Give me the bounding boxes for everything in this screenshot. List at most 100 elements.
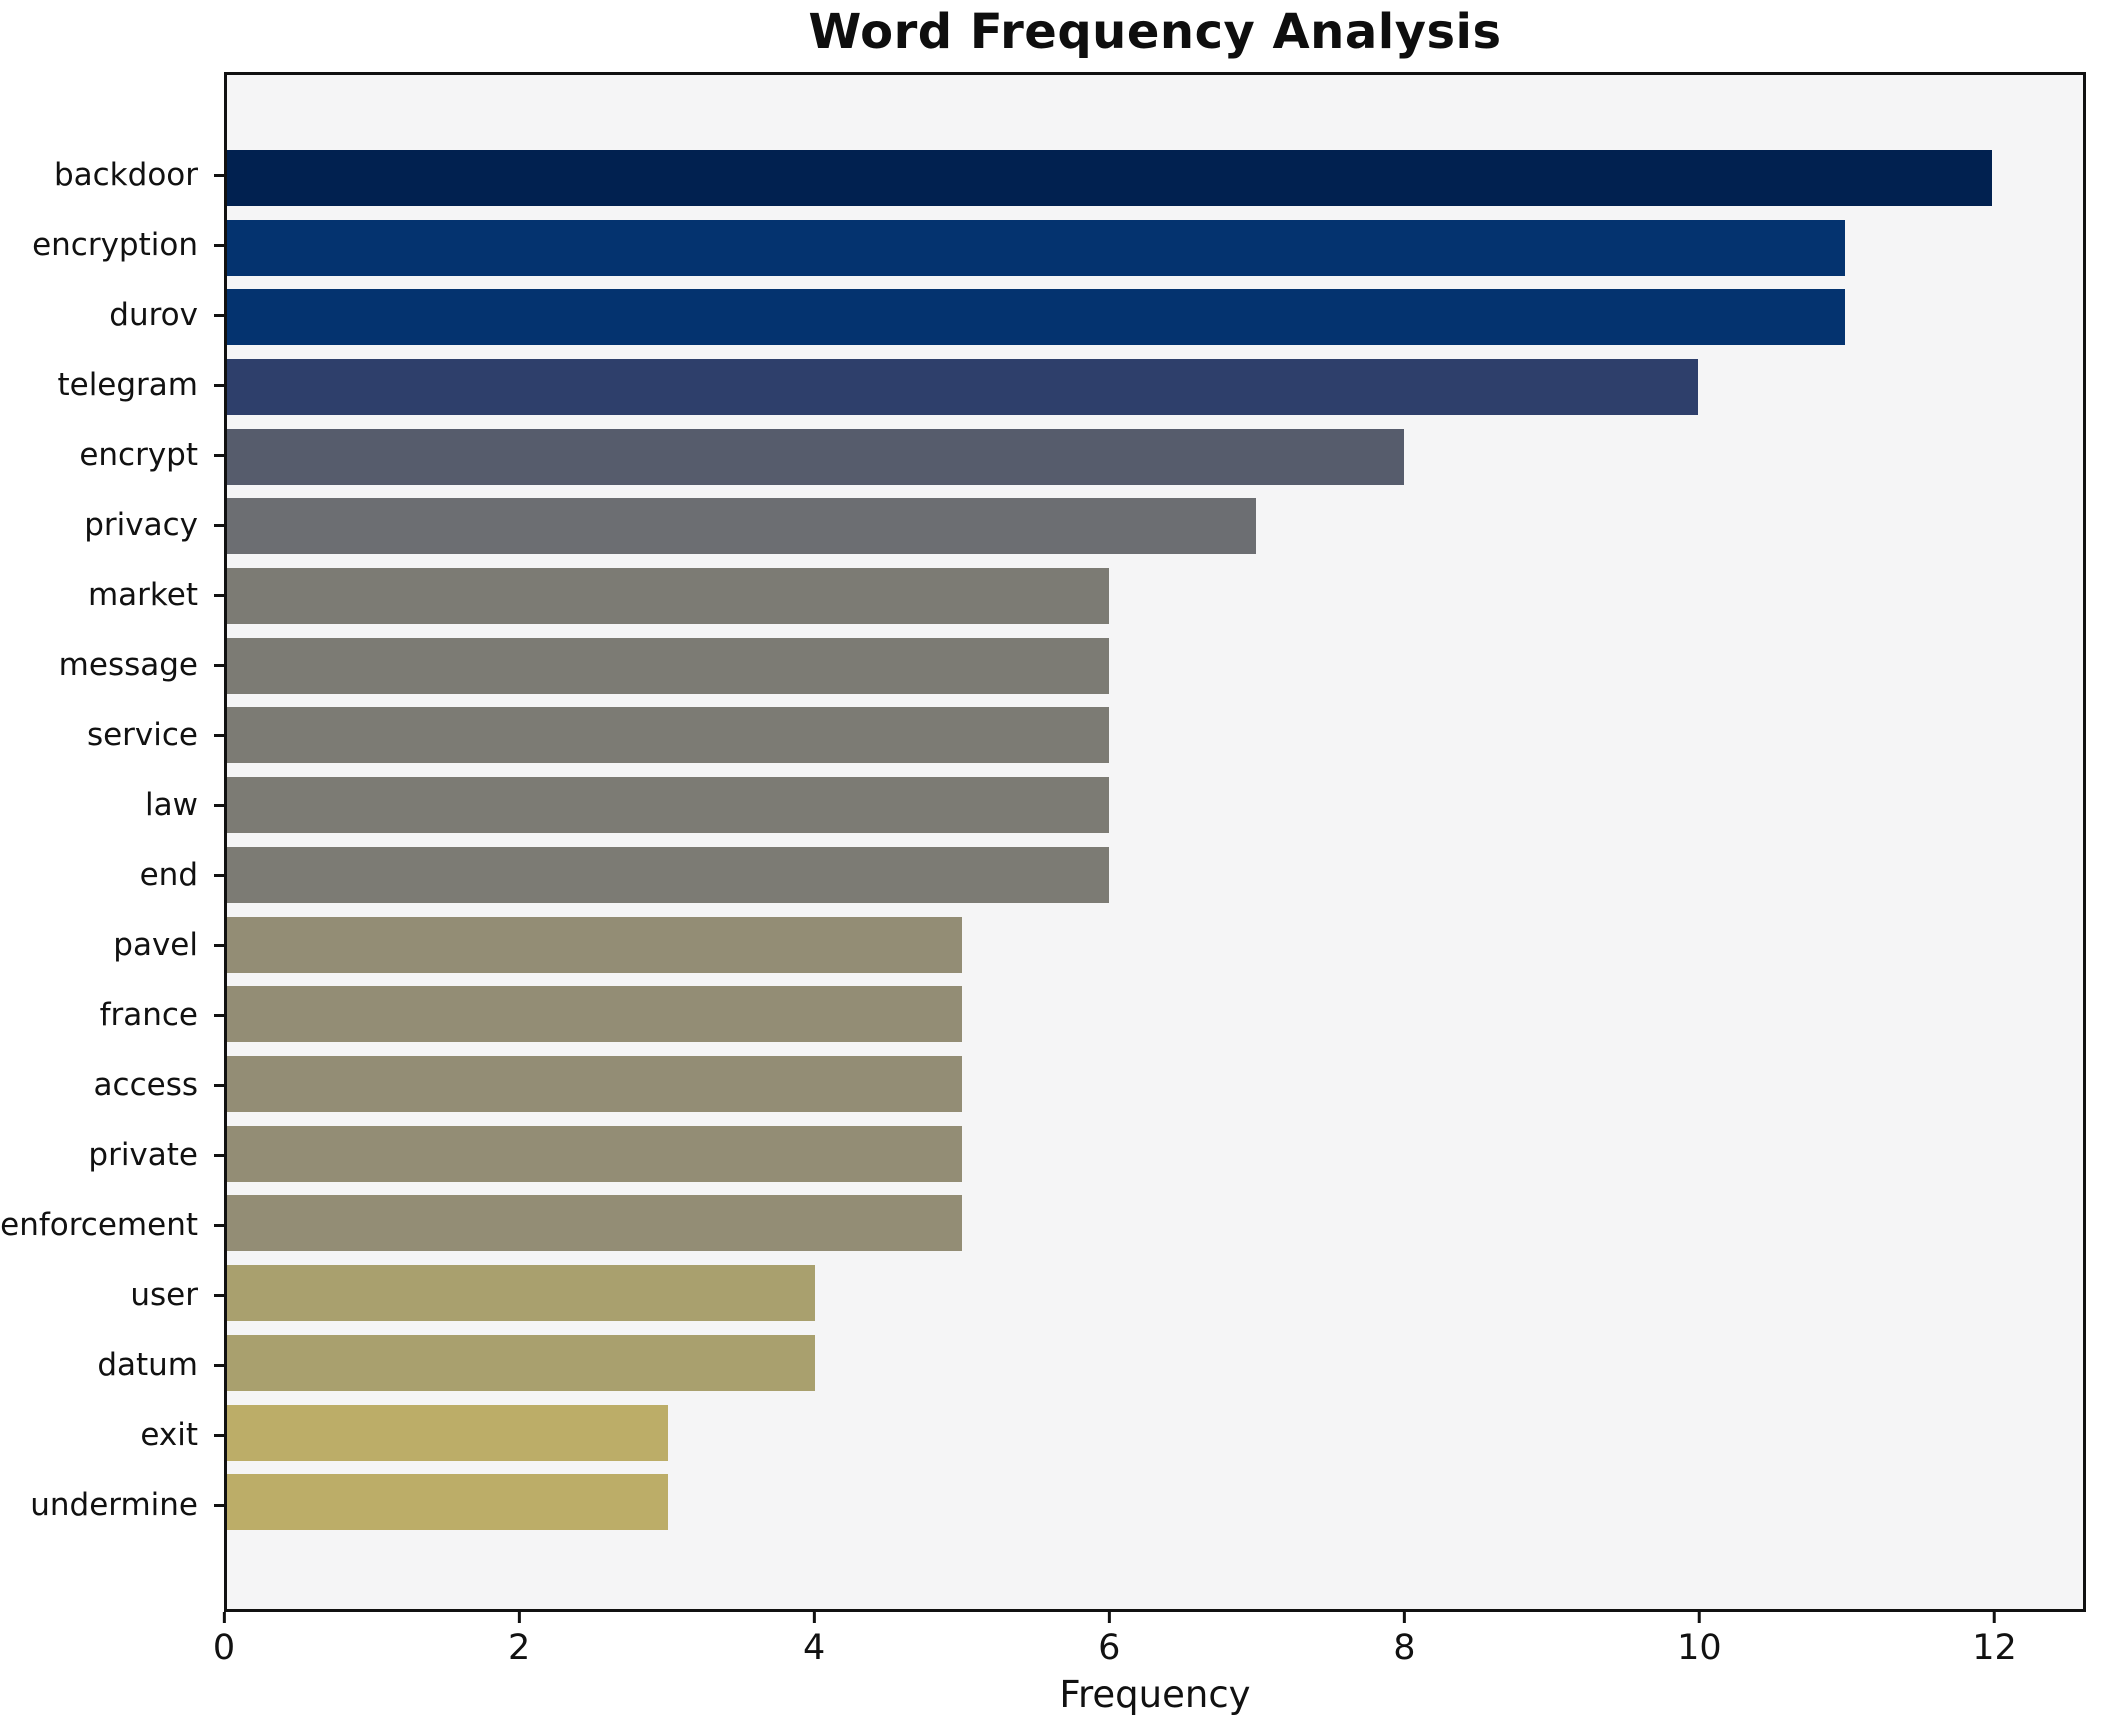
x-tick-10: 10	[1677, 1612, 1722, 1666]
bar-pavel	[227, 916, 963, 973]
y-axis-label-user: user	[130, 1276, 198, 1313]
bar-user	[227, 1265, 816, 1322]
bar-encrypt	[227, 428, 1404, 485]
chart-title: Word Frequency Analysis	[808, 4, 1502, 60]
x-tick-label: 6	[1098, 1628, 1121, 1668]
y-label-row: datum	[0, 1330, 224, 1400]
y-axis-label-backdoor: backdoor	[53, 156, 198, 193]
bar-row	[227, 143, 2083, 213]
y-axis-label-law: law	[145, 786, 198, 823]
y-axis-label-pavel: pavel	[113, 926, 198, 963]
bar-message	[227, 637, 1110, 694]
x-tick-8: 8	[1393, 1612, 1415, 1666]
y-axis-label-enforcement: enforcement	[0, 1206, 198, 1243]
x-tick-4: 4	[803, 1612, 825, 1666]
x-tick-2: 2	[508, 1612, 530, 1666]
y-tick-mark	[214, 873, 224, 877]
bar-row	[227, 701, 2083, 771]
y-axis-label-access: access	[93, 1066, 198, 1103]
x-tick-label: 10	[1677, 1628, 1722, 1668]
x-tick-mark	[1402, 1612, 1406, 1623]
bar-row	[227, 422, 2083, 492]
bars-container	[227, 75, 2083, 1609]
x-tick-mark	[517, 1612, 521, 1623]
y-tick-mark	[214, 243, 224, 247]
bar-row	[227, 1328, 2083, 1398]
y-axis-label-durov: durov	[109, 296, 198, 333]
bar-law	[227, 777, 1110, 834]
y-axis-label-service: service	[86, 716, 198, 753]
y-axis-label-telegram: telegram	[57, 366, 198, 403]
y-label-row: law	[0, 770, 224, 840]
y-tick-mark	[214, 523, 224, 527]
y-label-row: access	[0, 1050, 224, 1120]
x-tick-mark	[812, 1612, 816, 1623]
y-axis-labels: backdoor encryption durov telegram encrypt pr…	[0, 72, 224, 1612]
bar-access	[227, 1055, 963, 1112]
y-label-row: end	[0, 840, 224, 910]
y-label-row: private	[0, 1120, 224, 1190]
y-label-row: encrypt	[0, 420, 224, 490]
y-label-row: enforcement	[0, 1190, 224, 1260]
bar-privacy	[227, 498, 1257, 555]
bar-row	[227, 910, 2083, 980]
bar-row	[227, 770, 2083, 840]
x-tick-mark	[1697, 1612, 1701, 1623]
bar-market	[227, 568, 1110, 625]
bar-row	[227, 1398, 2083, 1468]
plot-area	[224, 72, 2086, 1612]
bar-enforcement	[227, 1195, 963, 1252]
x-tick-6: 6	[1098, 1612, 1120, 1666]
y-label-row: message	[0, 630, 224, 700]
x-tick-label: 12	[1972, 1628, 2017, 1668]
y-axis-label-exit: exit	[140, 1416, 198, 1453]
bar-backdoor	[227, 149, 1992, 206]
bar-service	[227, 707, 1110, 764]
y-axis-label-encryption: encryption	[32, 226, 198, 263]
y-tick-mark	[214, 1013, 224, 1017]
bar-undermine	[227, 1474, 669, 1531]
y-tick-mark	[214, 733, 224, 737]
y-label-row: encryption	[0, 210, 224, 280]
y-axis-label-market: market	[87, 576, 198, 613]
bar-datum	[227, 1334, 816, 1391]
x-tick-mark	[222, 1612, 226, 1623]
y-tick-mark	[214, 1153, 224, 1157]
bar-row	[227, 631, 2083, 701]
y-label-row: user	[0, 1260, 224, 1330]
y-label-row: telegram	[0, 350, 224, 420]
y-axis-label-privacy: privacy	[84, 506, 198, 543]
y-axis-label-encrypt: encrypt	[79, 436, 198, 473]
y-label-row: pavel	[0, 910, 224, 980]
bar-exit	[227, 1404, 669, 1461]
bar-row	[227, 213, 2083, 283]
bar-row	[227, 492, 2083, 562]
y-tick-mark	[214, 1363, 224, 1367]
y-label-row: durov	[0, 280, 224, 350]
y-tick-mark	[214, 663, 224, 667]
bar-row	[227, 1189, 2083, 1259]
y-axis-label-france: france	[99, 996, 198, 1033]
bar-row	[227, 840, 2083, 910]
y-label-row: market	[0, 560, 224, 630]
bar-row	[227, 1049, 2083, 1119]
y-axis-label-datum: datum	[97, 1346, 198, 1383]
bar-row	[227, 979, 2083, 1049]
x-tick-0: 0	[213, 1612, 235, 1666]
x-tick-12: 12	[1972, 1612, 2017, 1666]
bar-encryption	[227, 219, 1845, 276]
y-tick-mark	[214, 1503, 224, 1507]
y-tick-mark	[214, 943, 224, 947]
x-tick-mark	[1993, 1612, 1997, 1623]
bar-telegram	[227, 358, 1698, 415]
y-tick-mark	[214, 383, 224, 387]
bar-durov	[227, 289, 1845, 346]
y-tick-mark	[214, 1223, 224, 1227]
x-tick-label: 8	[1393, 1628, 1416, 1668]
y-tick-mark	[214, 453, 224, 457]
bar-private	[227, 1125, 963, 1182]
y-tick-mark	[214, 803, 224, 807]
x-tick-mark	[1107, 1612, 1111, 1623]
y-label-row: undermine	[0, 1470, 224, 1540]
